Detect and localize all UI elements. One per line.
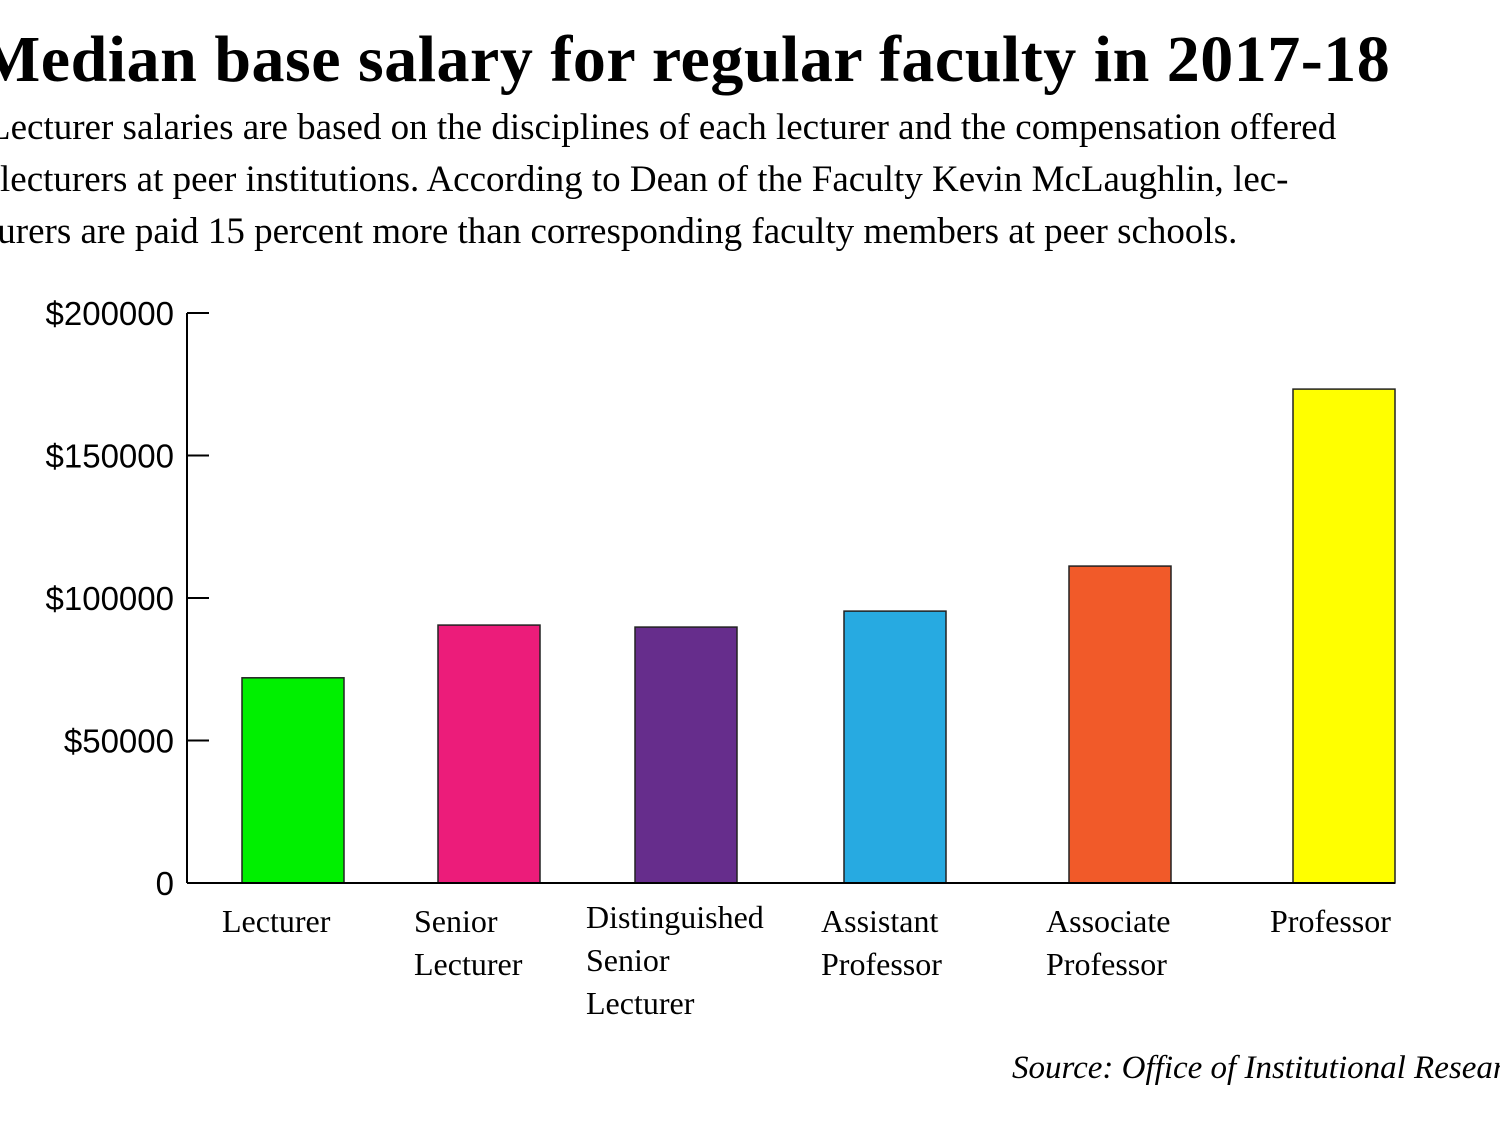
bar-distinguished-senior-lecturer	[634, 626, 738, 884]
chart-title: Median base salary for regular faculty i…	[0, 23, 1391, 96]
bar-assistant-professor	[843, 610, 947, 884]
subtitle-line-3: turers are paid 15 percent more than cor…	[0, 211, 1238, 252]
x-category-label: Professor	[1270, 903, 1391, 939]
bar-senior-lecturer	[437, 624, 541, 884]
x-category-label: Senior	[414, 903, 498, 939]
bar-professor	[1292, 388, 1396, 884]
subtitle-line-1: Lecturer salaries are based on the disci…	[0, 107, 1337, 148]
x-category-label: Associate	[1046, 903, 1170, 939]
y-tick-label: $100000	[46, 580, 174, 617]
x-category-label: Distinguished	[586, 899, 764, 935]
x-category-label: Professor	[821, 946, 942, 982]
y-tick-label: $200000	[46, 295, 174, 332]
y-tick-label: $50000	[64, 723, 174, 760]
source-note: Source: Office of Institutional Research	[1012, 1050, 1500, 1086]
y-tick-label: 0	[156, 865, 174, 902]
bar-lecturer	[241, 677, 345, 884]
subtitle-line-2: to lecturers at peer institutions. Accor…	[0, 159, 1289, 200]
x-category-label: Assistant	[821, 903, 938, 939]
bar-associate-professor	[1068, 565, 1172, 884]
x-category-label: Lecturer	[414, 946, 523, 982]
x-category-label: Senior	[586, 942, 670, 978]
x-category-label: Lecturer	[222, 903, 331, 939]
x-category-label: Lecturer	[586, 985, 695, 1021]
x-category-label: Professor	[1046, 946, 1167, 982]
y-tick-label: $150000	[46, 438, 174, 475]
